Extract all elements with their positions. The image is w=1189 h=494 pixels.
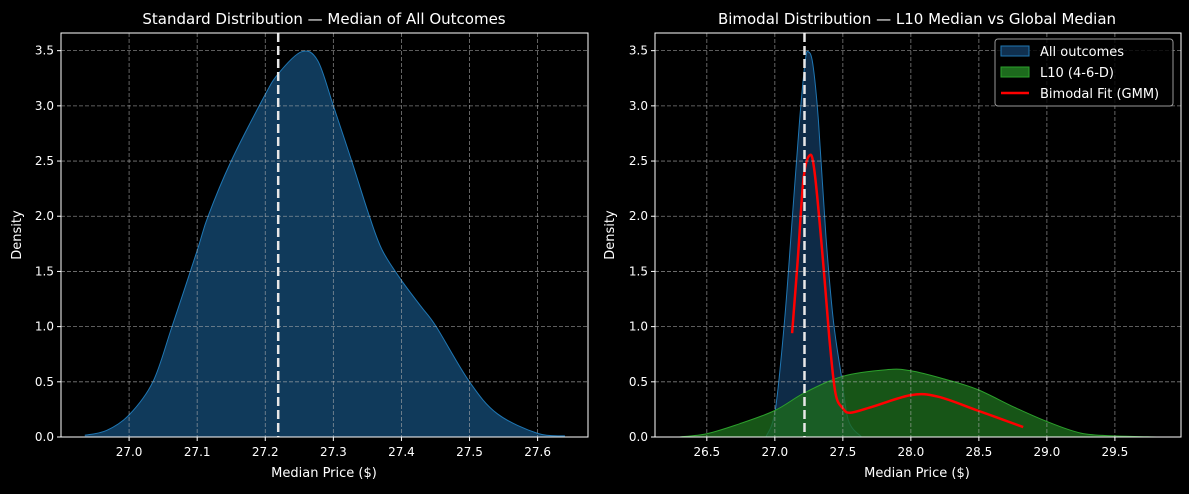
x-tick-label: 27.0 [761,445,788,459]
axes-frame [654,32,1182,438]
y-tick-label: 1.5 [629,264,648,278]
x-tick-label: 26.5 [693,445,720,459]
x-tick-label: 27.5 [456,445,483,459]
x-tick-label: 27.0 [116,445,143,459]
y-tick-label: 0.0 [629,430,648,444]
y-tick-label: 1.0 [35,320,54,334]
y-tick-label: 3.0 [629,99,648,113]
y-tick-label: 0.5 [35,375,54,389]
y-tick-label: 1.5 [35,264,54,278]
y-tick-label: 2.0 [35,209,54,223]
legend-frame [994,38,1174,107]
y-tick-label: 2.5 [629,154,648,168]
y-axis-label: Density [10,210,25,260]
line-bimodal-fit-gmm [790,153,1024,429]
area-all-outcomes [765,51,862,437]
x-tick-label: 27.5 [829,445,856,459]
y-tick-label: 0.0 [35,430,54,444]
area-all-outcomes [84,50,565,437]
y-tick-label: 1.0 [629,320,648,334]
legend-swatch [1000,45,1030,57]
chart-title: Standard Distribution — Median of All Ou… [142,10,505,28]
x-tick-label: 27.3 [320,445,347,459]
x-tick-label: 27.6 [524,445,551,459]
x-tick-label: 27.1 [184,445,211,459]
y-tick-label: 0.5 [629,375,648,389]
x-tick-label: 27.4 [388,445,415,459]
legend-label: All outcomes [1040,45,1124,60]
line-all-outcomes [765,50,862,437]
area-l10-4-6-d [678,369,1158,437]
y-tick-label: 2.5 [35,154,54,168]
x-tick-label: 28.0 [897,445,924,459]
series-layer [84,50,565,437]
standard-distribution-chart: Standard Distribution — Median of All Ou… [10,10,589,481]
legend-label: L10 (4-6-D) [1040,66,1114,81]
chart-title: Bimodal Distribution — L10 Median vs Glo… [718,10,1116,28]
axes-frame [60,32,589,438]
x-axis-label: Median Price ($) [864,466,970,481]
y-tick-label: 2.0 [629,209,648,223]
bimodal-distribution-chart: Bimodal Distribution — L10 Median vs Glo… [603,10,1182,481]
x-tick-label: 27.2 [252,445,279,459]
x-tick-label: 29.0 [1034,445,1061,459]
x-axis-label: Median Price ($) [271,466,377,481]
y-tick-label: 3.5 [35,44,54,58]
legend-swatch [1000,66,1030,78]
y-axis-label: Density [603,210,618,260]
y-tick-label: 3.5 [629,44,648,58]
line-all-outcomes [84,50,565,437]
x-tick-label: 28.5 [966,445,993,459]
legend: All outcomes L10 (4-6-D) Bimodal Fit (GMM) [994,38,1174,107]
y-tick-label: 3.0 [35,99,54,113]
legend-label: Bimodal Fit (GMM) [1040,87,1159,102]
x-tick-label: 29.5 [1102,445,1129,459]
